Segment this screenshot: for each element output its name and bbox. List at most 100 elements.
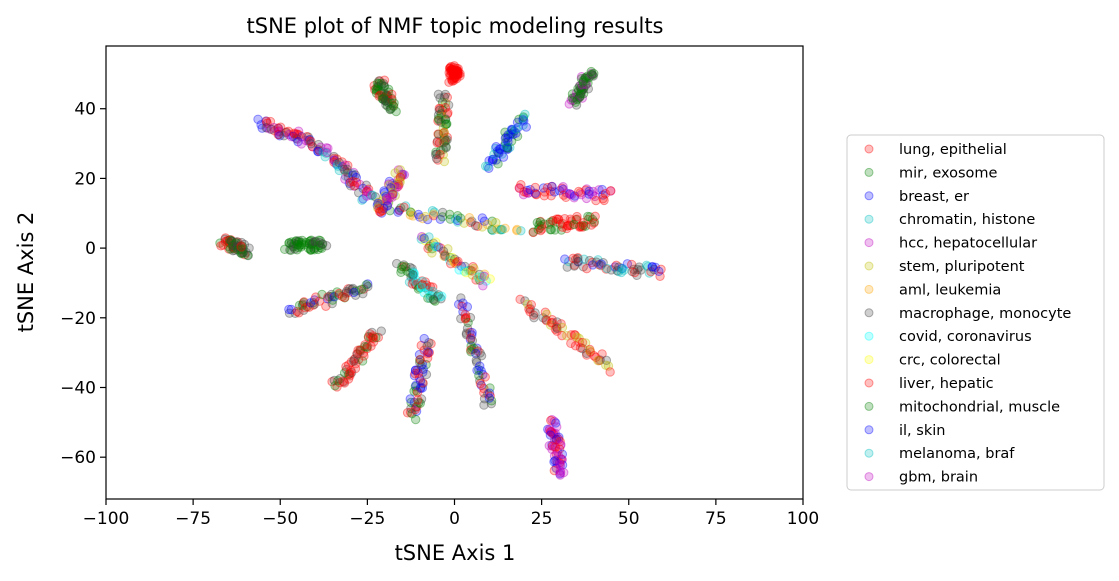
scatter-point (516, 180, 526, 190)
scatter-point (577, 80, 587, 90)
scatter-point (575, 188, 585, 198)
scatter-point (438, 246, 449, 256)
scatter-point (399, 260, 409, 270)
scatter-point (563, 221, 573, 231)
scatter-point (530, 189, 541, 199)
scatter-point (622, 259, 633, 269)
scatter-point (305, 298, 316, 308)
scatter-point (577, 343, 588, 354)
y-axis: −60 −40 −20 0 20 40 (60, 100, 106, 468)
scatter-point (374, 85, 385, 96)
scatter-point (450, 69, 460, 80)
scatter-point (348, 283, 358, 294)
scatter-point (322, 147, 332, 158)
scatter-point (385, 104, 395, 115)
scatter-point (292, 306, 302, 317)
legend-label: lung, epithelial (899, 142, 1007, 158)
scatter-point (465, 265, 476, 276)
scatter-point (550, 442, 561, 452)
scatter-point (339, 378, 350, 388)
scatter-point (374, 91, 384, 101)
scatter-point (415, 212, 425, 222)
scatter-point (393, 165, 404, 175)
scatter-point (341, 364, 352, 375)
scatter-point (497, 149, 507, 159)
scatter-point (362, 191, 372, 201)
scatter-point (377, 91, 388, 102)
scatter-point (369, 81, 379, 91)
scatter-point (570, 92, 580, 102)
scatter-point (531, 189, 542, 200)
scatter-point (473, 346, 483, 356)
scatter-point (317, 289, 327, 300)
scatter-point (572, 94, 582, 105)
scatter-point (557, 330, 567, 341)
scatter-point (568, 95, 578, 106)
scatter-point (357, 356, 368, 366)
scatter-point (340, 160, 350, 170)
scatter-point (569, 193, 579, 203)
scatter-point (299, 297, 309, 307)
scatter-point (399, 262, 409, 272)
scatter-point (368, 331, 378, 341)
scatter-point (309, 299, 320, 310)
scatter-point (552, 317, 562, 327)
scatter-point (387, 89, 397, 99)
scatter-point (404, 277, 415, 287)
legend-marker (864, 401, 874, 411)
scatter-point (555, 469, 565, 479)
scatter-point (486, 398, 497, 409)
y-tick-label: −20 (60, 309, 96, 329)
scatter-point (307, 239, 318, 249)
scatter-point (569, 92, 579, 103)
scatter-point (566, 330, 576, 340)
scatter-point (629, 264, 639, 275)
scatter-point (424, 337, 434, 348)
scatter-point (464, 212, 475, 223)
points-layer (215, 61, 666, 480)
scatter-point (603, 361, 614, 371)
scatter-point (571, 214, 581, 225)
scatter-point (366, 341, 376, 351)
scatter-point (415, 354, 425, 365)
scatter-point (442, 119, 452, 129)
scatter-point (476, 366, 486, 376)
scatter-point (578, 222, 588, 232)
scatter-point (381, 195, 392, 206)
scatter-point (334, 288, 344, 299)
scatter-point (453, 69, 463, 80)
scatter-point (304, 135, 314, 146)
legend-label: mir, exosome (899, 165, 998, 181)
scatter-point (581, 76, 591, 86)
scatter-point (473, 272, 483, 282)
scatter-point (588, 186, 598, 197)
scatter-point (305, 245, 316, 255)
scatter-point (302, 302, 312, 312)
scatter-point (220, 233, 231, 243)
scatter-point (528, 227, 538, 237)
legend-label: gbm, brain (899, 470, 978, 486)
scatter-point (440, 115, 450, 125)
scatter-point (236, 242, 246, 252)
scatter-point (485, 383, 495, 393)
scatter-point (575, 222, 586, 232)
scatter-point (599, 195, 609, 206)
scatter-point (438, 123, 449, 133)
scatter-point (448, 70, 459, 80)
scatter-point (281, 127, 292, 137)
scatter-point (334, 165, 344, 176)
scatter-point (588, 260, 598, 270)
legend-marker (864, 284, 874, 294)
scatter-point (536, 221, 546, 231)
scatter-point (405, 207, 416, 217)
scatter-point (654, 266, 664, 277)
scatter-point (350, 286, 361, 296)
scatter-point (237, 248, 247, 258)
x-tick-label: 100 (787, 509, 819, 529)
scatter-point (544, 424, 555, 434)
scatter-point (379, 81, 390, 91)
scatter-point (393, 175, 403, 185)
scatter-point (593, 356, 603, 366)
scatter-point (425, 281, 436, 292)
scatter-point (557, 460, 568, 470)
